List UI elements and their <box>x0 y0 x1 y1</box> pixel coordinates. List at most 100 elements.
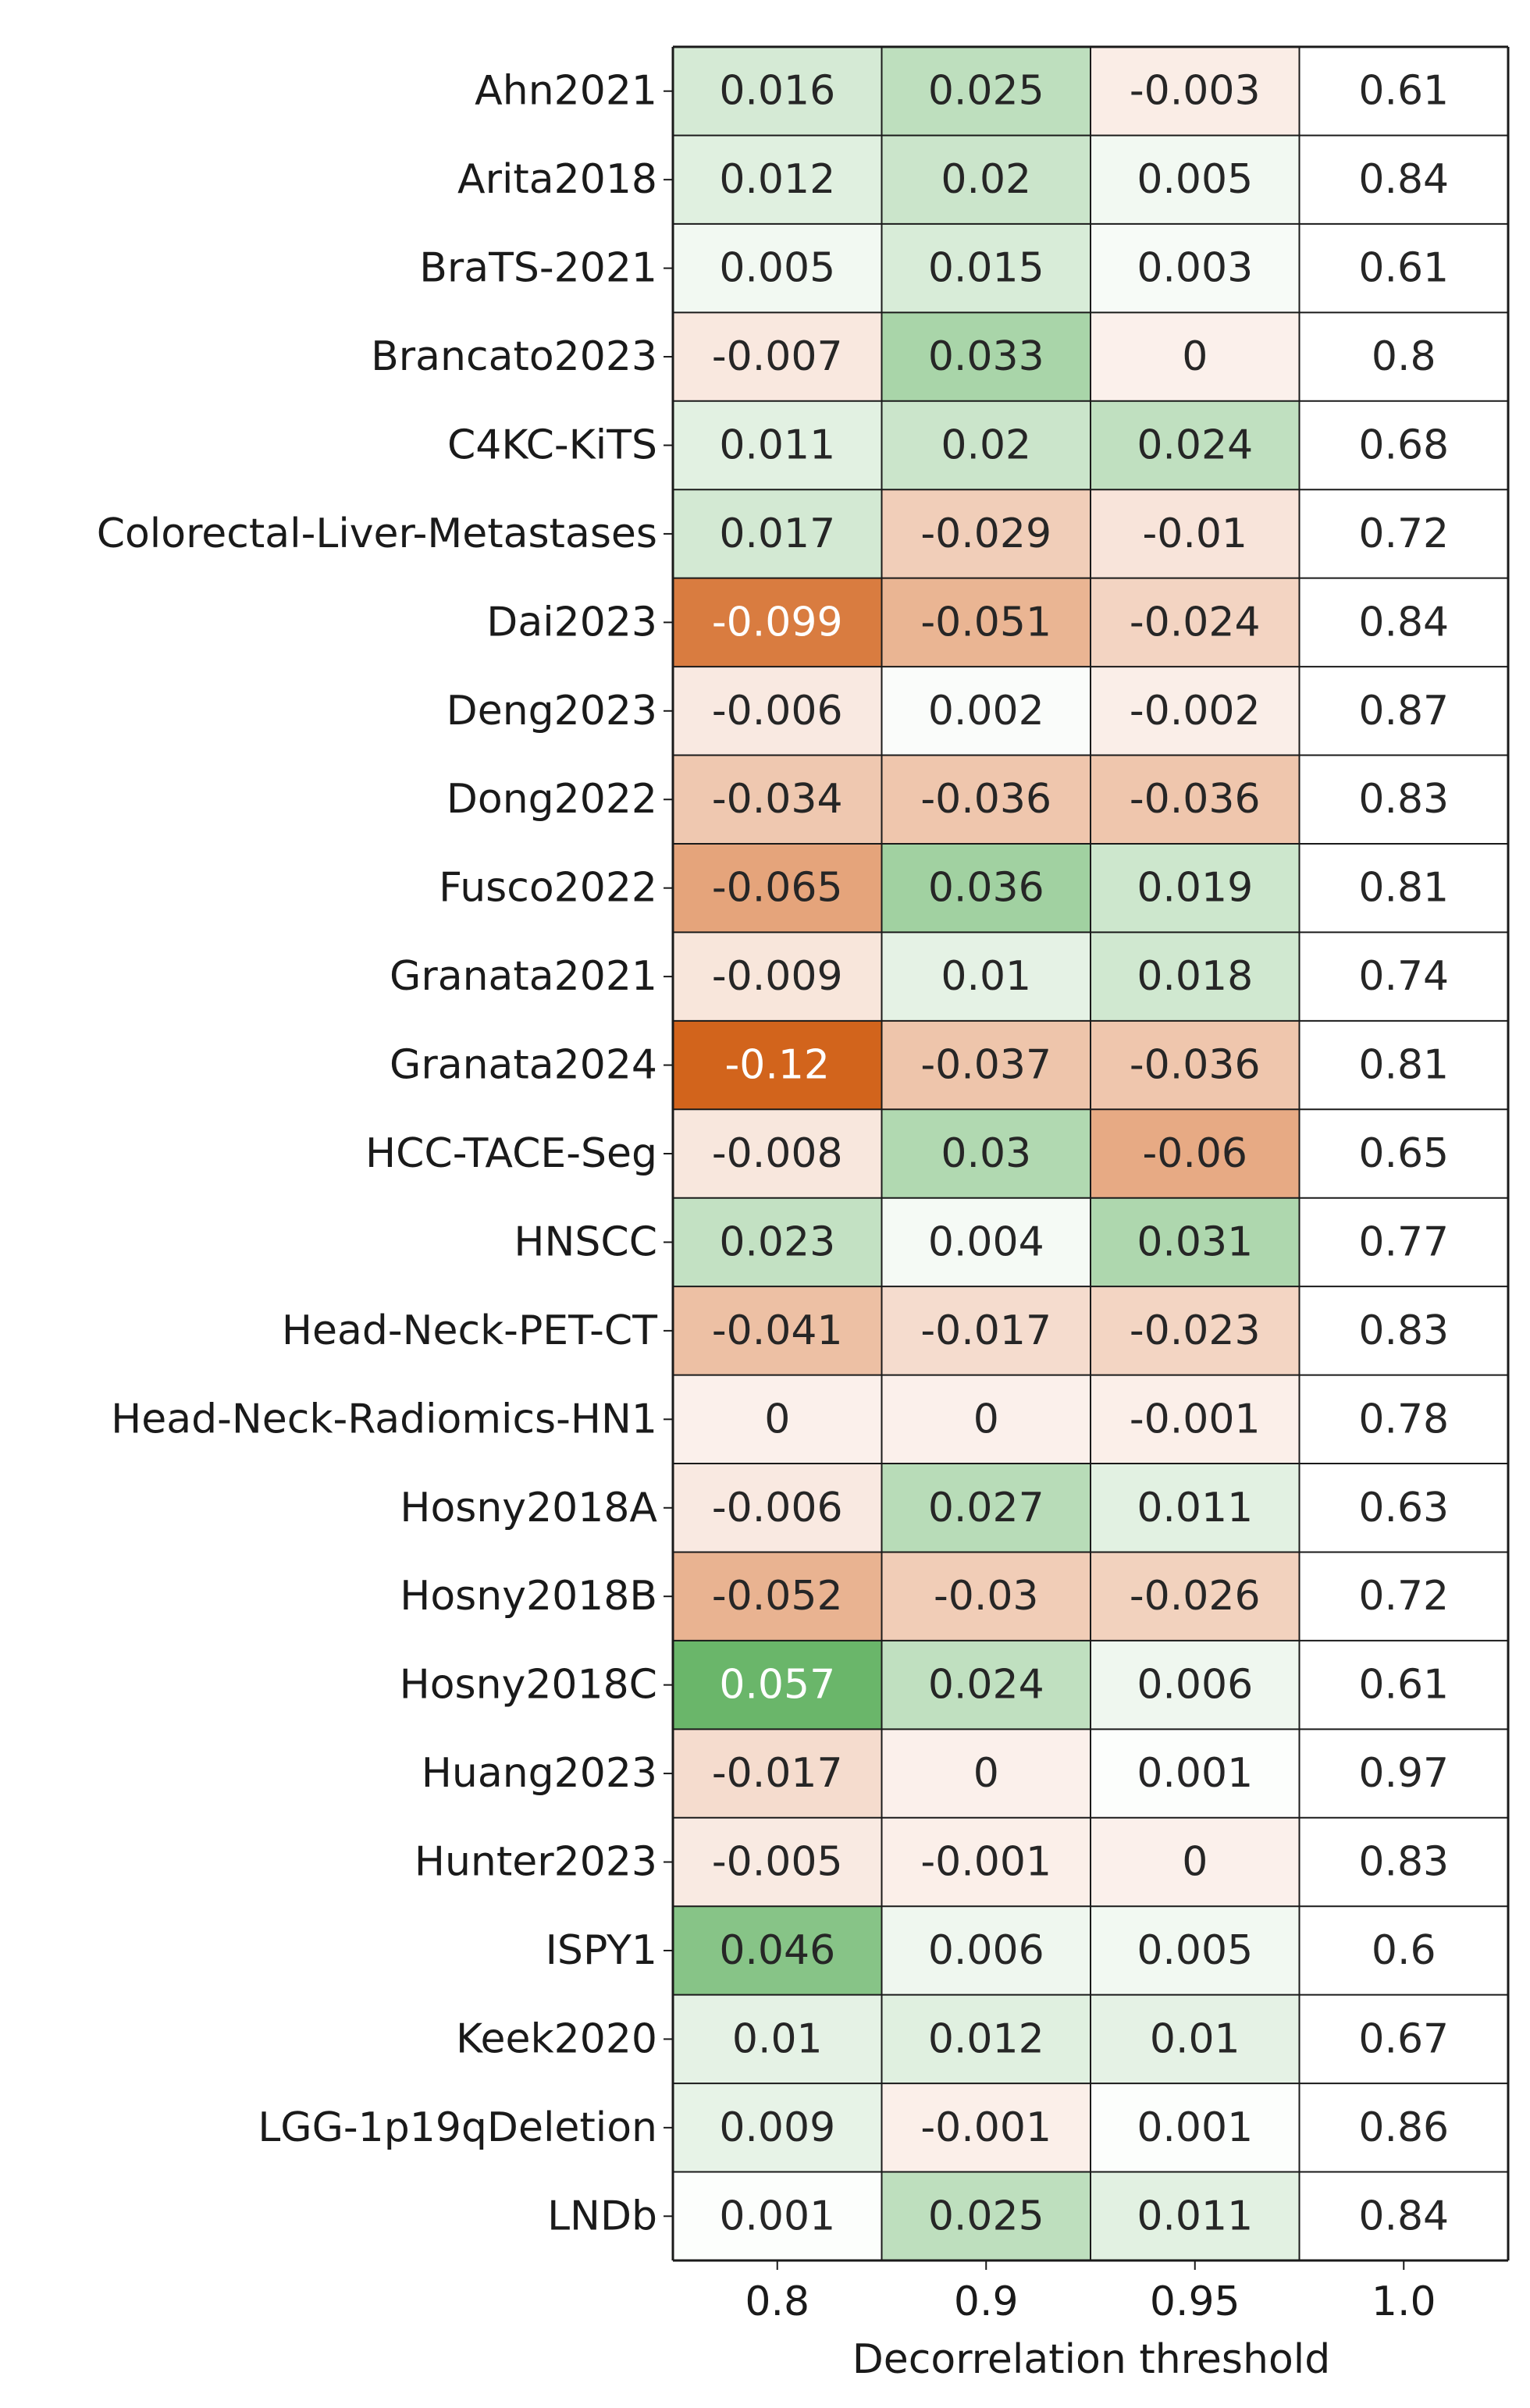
heatmap-cell <box>1091 1197 1300 1287</box>
heatmap-cell <box>1299 489 1508 578</box>
heatmap-cell <box>1299 932 1508 1021</box>
cells-layer: 0.016 0.025 -0.003 0.61 0.012 0.02 0.005 0.84 0.… <box>673 47 1508 2260</box>
heatmap-cell <box>881 1020 1091 1110</box>
cell-value-label: 0 <box>764 1396 790 1442</box>
cell-value-label: -0.001 <box>920 1839 1051 1886</box>
heatmap-cell <box>673 2083 882 2172</box>
heatmap-cell <box>1299 578 1508 667</box>
heatmap-cell <box>881 1552 1091 1641</box>
heatmap-cell <box>673 843 882 933</box>
row-labels: Ahn2021 Arita2018 BraTS-2021 Brancato2023 C4… <box>97 68 673 2239</box>
row-label: Granata2024 <box>390 1042 657 1089</box>
x-tick-label: 0.95 <box>1150 2278 1240 2325</box>
cell-value-label: -0.036 <box>1130 776 1261 823</box>
cell-value-label: -0.099 <box>712 599 843 646</box>
heatmap-cell <box>1299 47 1508 136</box>
cell-value-label: -0.023 <box>1130 1307 1261 1354</box>
row-label: Colorectal-Liver-Metastases <box>97 510 657 557</box>
heatmap-cell <box>673 1817 882 1907</box>
row-label: HCC-TACE-Seg <box>365 1130 657 1177</box>
heatmap-cell <box>1299 1197 1508 1287</box>
heatmap-cell <box>673 1375 882 1464</box>
heatmap-cell <box>1091 1020 1300 1110</box>
cell-value-label: 0.018 <box>1137 953 1253 1000</box>
cell-value-label: 0.83 <box>1358 1307 1449 1354</box>
grid-layer <box>671 45 1510 2262</box>
cell-value-label: 0.83 <box>1358 1839 1449 1886</box>
cell-value-label: 0.61 <box>1358 1662 1449 1709</box>
cell-value-label: -0.06 <box>1142 1130 1247 1177</box>
heatmap-cell <box>1299 1640 1508 1730</box>
heatmap-cell <box>1091 400 1300 490</box>
cell-value-label: 0.86 <box>1358 2104 1449 2151</box>
heatmap-cell <box>1091 135 1300 224</box>
cell-value-label: 0.005 <box>1137 156 1253 203</box>
heatmap-cell <box>881 932 1091 1021</box>
heatmap-cell <box>881 312 1091 401</box>
heatmap-cell <box>1299 312 1508 401</box>
heatmap-cell <box>1091 1552 1300 1641</box>
cell-value-label: 0.025 <box>928 2193 1044 2239</box>
heatmap-cell <box>1299 2083 1508 2172</box>
heatmap-cell <box>881 2171 1091 2260</box>
heatmap-cell <box>881 489 1091 578</box>
heatmap-cell <box>881 578 1091 667</box>
heatmap-cell <box>1299 2171 1508 2260</box>
heatmap-cell <box>673 755 882 844</box>
heatmap-cell <box>1091 1817 1300 1907</box>
cell-value-label: 0.81 <box>1358 1042 1449 1089</box>
cell-value-label: 0 <box>1182 333 1208 380</box>
cell-value-label: 0.02 <box>941 156 1031 203</box>
heatmap-cell <box>673 1109 882 1198</box>
cell-value-label: 0.01 <box>941 953 1031 1000</box>
heatmap-cell <box>1299 223 1508 313</box>
cell-value-label: 0.001 <box>1137 2104 1253 2151</box>
heatmap-cell <box>673 1020 882 1110</box>
heatmap-cell <box>673 1464 882 1553</box>
heatmap-cell <box>673 1197 882 1287</box>
row-label: HNSCC <box>514 1218 657 1265</box>
cell-value-label: 0.97 <box>1358 1750 1449 1797</box>
cell-value-label: 0.023 <box>719 1218 835 1265</box>
heatmap-cell <box>673 1729 882 1818</box>
cell-value-label: -0.006 <box>712 688 843 734</box>
heatmap-cell <box>881 1729 1091 1818</box>
cell-value-label: 0.72 <box>1358 1573 1449 1620</box>
heatmap-cell <box>1299 667 1508 756</box>
heatmap-cell <box>673 1552 882 1641</box>
cell-value-label: 0.001 <box>1137 1750 1253 1797</box>
heatmap-cell <box>1299 1552 1508 1641</box>
cell-value-label: 0.009 <box>719 2104 835 2151</box>
heatmap-cell <box>673 223 882 313</box>
row-label: Dai2023 <box>486 599 657 646</box>
heatmap-cell <box>673 667 882 756</box>
cell-value-label: 0.006 <box>1137 1662 1253 1709</box>
heatmap-cell <box>673 932 882 1021</box>
heatmap-cell <box>1091 843 1300 933</box>
cell-value-label: 0.63 <box>1358 1485 1449 1531</box>
heatmap-cell <box>881 1197 1091 1287</box>
cell-value-label: -0.026 <box>1130 1573 1261 1620</box>
cell-value-label: -0.006 <box>712 1485 843 1531</box>
cell-value-label: 0.015 <box>928 245 1044 292</box>
cell-value-label: -0.12 <box>724 1042 830 1089</box>
row-label: Fusco2022 <box>439 865 657 912</box>
cell-value-label: 0.011 <box>719 421 835 468</box>
cell-value-label: 0.024 <box>1137 421 1253 468</box>
cell-value-label: 0.67 <box>1358 2015 1449 2062</box>
heatmap-cell <box>1299 135 1508 224</box>
heatmap-cell <box>1299 755 1508 844</box>
cell-value-label: 0 <box>973 1750 999 1797</box>
cell-value-label: 0.01 <box>732 2015 823 2062</box>
heatmap-cell <box>1299 1906 1508 1995</box>
row-label: Hosny2018A <box>400 1485 657 1531</box>
cell-value-label: 0.005 <box>719 245 835 292</box>
cell-value-label: 0.87 <box>1358 688 1449 734</box>
cell-value-label: -0.037 <box>920 1042 1051 1089</box>
cell-value-label: 0.027 <box>928 1485 1044 1531</box>
heatmap-cell <box>1091 2171 1300 2260</box>
heatmap-cell <box>881 1464 1091 1553</box>
cell-value-label: 0.012 <box>719 156 835 203</box>
row-label: Deng2023 <box>447 688 657 734</box>
cell-value-label: 0.006 <box>928 1927 1044 1974</box>
